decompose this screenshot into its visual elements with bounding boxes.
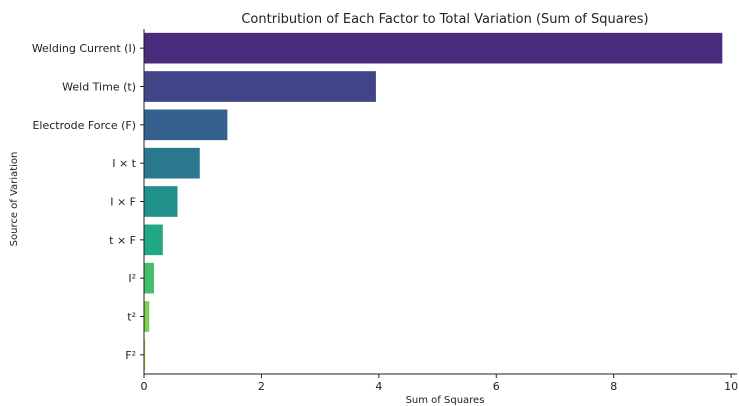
- bar-3: [144, 147, 200, 179]
- chart-title: Contribution of Each Factor to Total Var…: [241, 12, 648, 27]
- bar-7: [144, 301, 150, 332]
- bar-4: [144, 186, 178, 217]
- y-axis-title: Source of Variation: [9, 152, 20, 247]
- y-tick-label: I × t: [112, 157, 136, 170]
- bar-0: [144, 32, 723, 64]
- x-tick-label: 8: [610, 380, 617, 393]
- x-tick-label: 10: [724, 380, 738, 393]
- y-tick-label: t²: [127, 311, 136, 324]
- y-tick-label: I²: [128, 272, 136, 285]
- y-tick-label: t × F: [109, 234, 136, 247]
- x-tick-label: 6: [493, 380, 500, 393]
- bars-layer: [144, 32, 723, 371]
- y-tick-label: Electrode Force (F): [32, 119, 136, 132]
- y-tick-label: I × F: [110, 196, 136, 209]
- x-tick-label: 0: [141, 380, 148, 393]
- x-axis-title: Sum of Squares: [406, 395, 485, 406]
- x-tick-label: 2: [258, 380, 265, 393]
- x-tick-label: 4: [375, 380, 382, 393]
- bar-1: [144, 71, 376, 102]
- bar-5: [144, 224, 163, 256]
- bar-8: [144, 339, 146, 371]
- bar-2: [144, 109, 228, 141]
- y-tick-label: F²: [125, 349, 136, 362]
- y-tick-label: Weld Time (t): [62, 81, 136, 94]
- y-tick-label: Welding Current (I): [32, 42, 136, 55]
- y-tick-labels: Welding Current (I) Weld Time (t) Electrod…: [32, 42, 144, 362]
- bar-6: [144, 262, 154, 294]
- x-tick-labels: 0 2 4 6 8 10: [141, 374, 738, 393]
